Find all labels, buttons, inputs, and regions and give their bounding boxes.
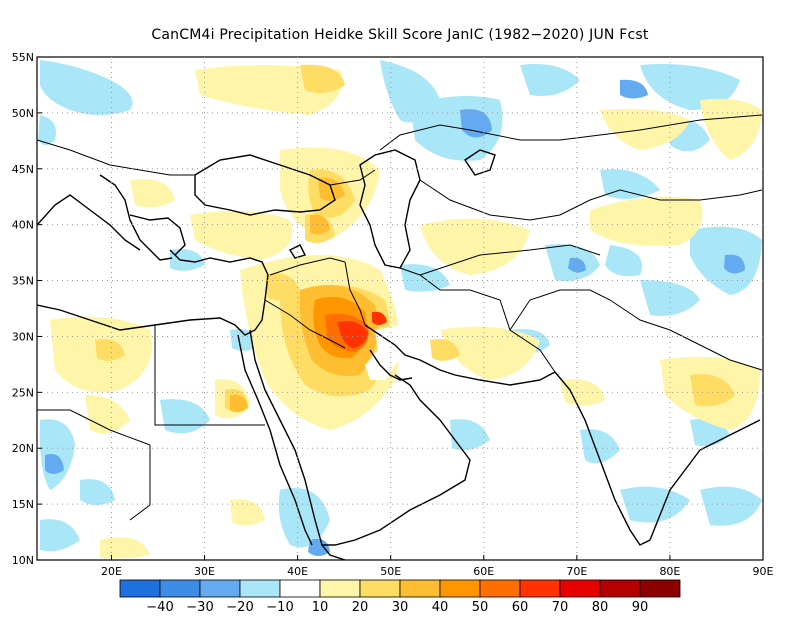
colorbar-label: −30: [186, 600, 213, 615]
colorbar-swatch: [159, 579, 201, 598]
y-tick-label: 40N: [12, 219, 34, 232]
colorbar-swatch: [199, 579, 241, 598]
x-tick-label: 80E: [659, 565, 680, 578]
colorbar-swatch: [519, 579, 561, 598]
border-layer: [37, 114, 763, 521]
colorbar-label: 70: [552, 600, 569, 615]
plot-frame: [36, 56, 764, 561]
colorbar-label: 30: [392, 600, 409, 615]
colorbar-swatch: [119, 579, 161, 598]
map-title: CanCM4i Precipitation Heidke Skill Score…: [151, 27, 649, 43]
x-tick-label: 20E: [101, 565, 122, 578]
colorbar-swatch: [439, 579, 481, 598]
y-tick-label: 20N: [12, 442, 34, 455]
y-tick-label: 10N: [12, 554, 34, 567]
coastline-layer: [37, 149, 761, 560]
colorbar-label: 60: [512, 600, 529, 615]
colorbar-swatch: [279, 579, 321, 598]
colorbar-swatch: [599, 579, 641, 598]
y-tick-label: 25N: [12, 386, 34, 399]
colorbar-swatch: [319, 579, 361, 598]
colorbar-label: −20: [226, 600, 253, 615]
colorbar-swatch: [479, 579, 521, 598]
colorbar-swatch: [639, 579, 681, 598]
colorbar: −40 −30 −20 −10 10 20 30 40 50 60 70 80 90: [119, 579, 681, 615]
x-tick-label: 60E: [473, 565, 494, 578]
y-tick-label: 15N: [12, 498, 34, 511]
x-tick-label: 70E: [566, 565, 587, 578]
colorbar-swatch: [359, 579, 401, 598]
colorbar-label: 10: [312, 600, 329, 615]
x-tick-label: 30E: [194, 565, 215, 578]
y-tick-label: 30N: [12, 330, 34, 343]
y-tick-label: 50N: [12, 107, 34, 120]
colorbar-label: −40: [146, 600, 173, 615]
y-tick-label: 45N: [12, 163, 34, 176]
colorbar-swatch: [239, 579, 281, 598]
colorbar-label: 80: [592, 600, 609, 615]
y-tick-label: 55N: [12, 51, 34, 64]
y-axis: 10N 15N 20N 25N 30N 35N 40N 45N 50N 55N: [12, 51, 42, 567]
colorbar-label: −10: [266, 600, 293, 615]
x-tick-label: 90E: [753, 565, 774, 578]
colorbar-label: 40: [432, 600, 449, 615]
skill-shading-layer: [38, 60, 762, 559]
colorbar-swatch: [559, 579, 601, 598]
x-tick-label: 40E: [287, 565, 308, 578]
colorbar-label: 20: [352, 600, 369, 615]
x-tick-label: 50E: [380, 565, 401, 578]
colorbar-label: 90: [632, 600, 649, 615]
colorbar-swatch: [399, 579, 441, 598]
colorbar-label: 50: [472, 600, 489, 615]
y-tick-label: 35N: [12, 275, 34, 288]
gridlines: [37, 57, 763, 560]
x-axis: 20E 30E 40E 50E 60E 70E 80E 90E: [101, 555, 774, 578]
